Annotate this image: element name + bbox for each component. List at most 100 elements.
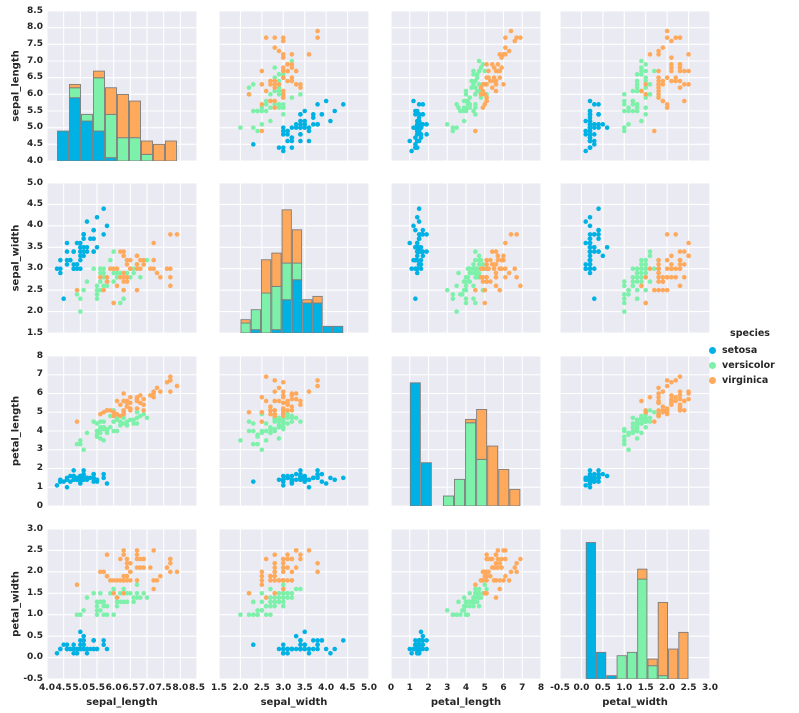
scatter-point (634, 102, 640, 107)
scatter-point (664, 383, 670, 389)
scatter-point (84, 279, 90, 284)
scatter-point (686, 396, 691, 402)
scatter-point (78, 253, 83, 259)
scatter-point (596, 112, 601, 117)
scatter-point (306, 389, 312, 394)
scatter-point (272, 98, 278, 104)
scatter-point (114, 283, 120, 289)
y-tick-label: 3 (36, 444, 43, 455)
scatter-point (306, 128, 312, 134)
scatter-point (121, 590, 126, 596)
scatter-point (660, 404, 666, 409)
scatter-point (473, 249, 478, 254)
scatter-point (101, 612, 106, 618)
scatter-point (669, 65, 674, 70)
scatter-point (285, 646, 290, 652)
scatter-point (168, 374, 173, 379)
scatter-point (134, 262, 140, 267)
scatter-point (285, 62, 290, 67)
scatter-point (298, 122, 303, 127)
scatter-point (630, 98, 636, 104)
scatter-point (124, 270, 130, 276)
scatter-point (656, 385, 661, 391)
scatter-point (416, 115, 422, 120)
scatter-point (587, 244, 593, 250)
scatter-point (144, 257, 150, 263)
scatter-point (484, 274, 489, 280)
scatter-point (250, 108, 256, 114)
scatter-point (276, 419, 282, 424)
scatter-point (630, 279, 636, 284)
scatter-point (664, 266, 670, 272)
scatter-point (454, 283, 459, 289)
scatter-point (315, 28, 320, 34)
scatter-point (101, 603, 106, 609)
scatter-point (285, 650, 290, 656)
scatter-point (664, 35, 670, 40)
y-axis-label-sepal_width: sepal_width (10, 224, 22, 292)
scatter-point (315, 383, 320, 389)
scatter-point (259, 447, 265, 453)
scatter-point (68, 646, 73, 652)
scatter-point (634, 287, 640, 293)
scatter-point (71, 468, 76, 473)
scatter-point (463, 88, 469, 94)
scatter-point (473, 112, 478, 117)
scatter-point (503, 45, 508, 50)
y-tick-label: 0.5 (27, 630, 43, 641)
scatter-point (456, 599, 461, 605)
scatter-point (493, 249, 499, 254)
y-tick-label: 8.0 (27, 22, 43, 33)
scatter-point (293, 82, 299, 87)
scatter-point (664, 28, 670, 34)
scatter-point (250, 479, 256, 484)
scatter-point (101, 419, 106, 424)
scatter-point (669, 38, 674, 44)
scatter-point (656, 68, 661, 74)
y-tick-label: 3.5 (27, 241, 43, 252)
scatter-point (268, 424, 273, 430)
scatter-point (293, 391, 299, 396)
scatter-point (651, 419, 657, 424)
scatter-point (101, 232, 106, 237)
y-tick-label: 5.0 (27, 177, 43, 188)
scatter-point (250, 612, 256, 618)
scatter-point (323, 98, 329, 104)
scatter-point (315, 468, 320, 473)
scatter-point (108, 257, 113, 263)
scatter-point (250, 125, 256, 130)
scatter-point (121, 279, 126, 284)
scatter-point (467, 105, 473, 110)
scatter-point (259, 108, 265, 114)
scatter-point (98, 274, 103, 280)
hist-bar-setosa (291, 279, 303, 333)
series-versicolor (621, 58, 661, 134)
scatter-point (285, 475, 290, 481)
scatter-point (621, 102, 627, 107)
scatter-point (280, 424, 286, 430)
y-tick-label: 5.0 (27, 122, 43, 133)
scatter-point (454, 102, 459, 107)
scatter-point (280, 105, 286, 110)
scatter-point (332, 477, 338, 483)
scatter-point (469, 85, 474, 90)
scatter-point (450, 128, 456, 134)
scatter-point (280, 599, 286, 605)
scatter-point (280, 125, 286, 130)
x-tick-label: 5 (481, 683, 488, 693)
scatter-point (656, 279, 661, 284)
scatter-point (124, 257, 130, 263)
scatter-point (473, 586, 478, 592)
scatter-point (108, 413, 113, 419)
x-tick-label: 3.0 (702, 683, 718, 693)
scatter-point (61, 296, 66, 302)
scatter-point (461, 279, 467, 284)
hist-bar-versicolor (281, 262, 292, 301)
scatter-point (634, 105, 640, 110)
scatter-point (255, 108, 260, 114)
scatter-point (643, 78, 649, 84)
x-tick-label: 2.5 (253, 683, 270, 693)
scatter-point (473, 92, 478, 97)
scatter-point (677, 393, 683, 398)
scatter-point (518, 556, 523, 562)
